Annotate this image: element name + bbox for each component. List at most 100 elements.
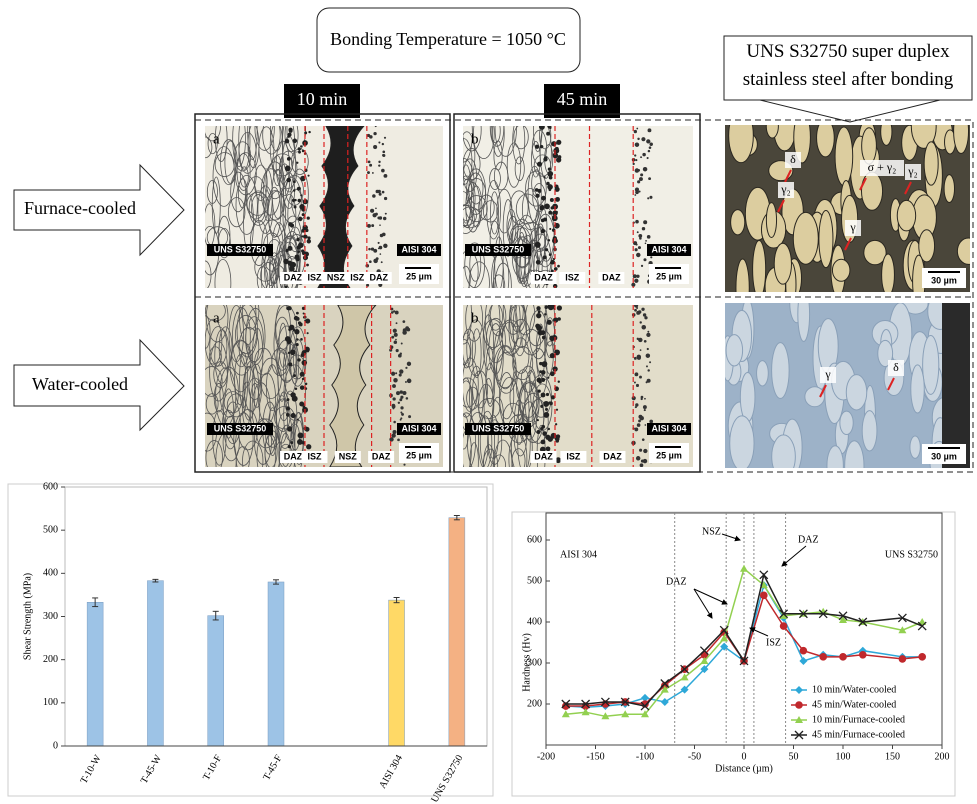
precipitate (376, 257, 379, 260)
annotation: AISI 304 (560, 549, 597, 560)
precipitate (369, 260, 372, 263)
y-tick-label: 0 (53, 740, 58, 751)
bar (147, 581, 163, 746)
weld-label: AISI 304 (401, 423, 436, 433)
grain (729, 109, 754, 163)
precipitate (375, 125, 377, 127)
precipitate (399, 369, 403, 373)
precipitate (549, 127, 552, 130)
phase-label: γ (824, 367, 831, 381)
precipitate (557, 265, 560, 268)
precipitate (548, 167, 551, 170)
grain (817, 119, 835, 157)
column-header-wrap: UNS S32750 super duplex stainless steel … (726, 38, 970, 98)
grain (882, 254, 895, 296)
y-tick-label: 100 (43, 697, 58, 708)
precipitate (293, 139, 298, 144)
precipitate (370, 209, 374, 213)
precipitate (635, 142, 640, 147)
precipitate (543, 217, 547, 221)
scale-label: 25 µm (656, 271, 682, 281)
base-label: UNS S32750 (472, 244, 525, 254)
precipitate (634, 357, 637, 360)
annotation: DAZ (666, 576, 687, 587)
precipitate (541, 393, 546, 398)
precipitate (536, 430, 540, 434)
precipitate (645, 240, 647, 242)
precipitate (539, 362, 542, 365)
zone-label: DAZ (372, 451, 391, 461)
precipitate (402, 330, 407, 335)
precipitate (640, 321, 642, 323)
precipitate (551, 141, 556, 146)
panel-letter: a (213, 131, 220, 147)
precipitate (289, 222, 293, 226)
legend-label: 10 min/Water-cooled (812, 684, 896, 695)
precipitate (391, 311, 394, 314)
precipitate (298, 217, 303, 222)
annotation: DAZ (798, 534, 819, 545)
precipitate (286, 306, 290, 310)
panel-letter: a (213, 310, 220, 326)
precipitate (376, 190, 379, 193)
precipitate (556, 458, 560, 462)
precipitate (403, 464, 405, 466)
precipitate (303, 312, 305, 314)
scale-label: 30 µm (931, 275, 957, 285)
grain (944, 175, 954, 203)
grain (923, 335, 939, 394)
zone-label: DAZ (602, 272, 621, 282)
precipitate (646, 139, 650, 143)
x-tick-label: 50 (789, 751, 799, 762)
precipitate (636, 311, 640, 315)
zone-label: DAZ (369, 272, 388, 282)
precipitate (368, 161, 371, 164)
precipitate (644, 409, 646, 411)
precipitate (371, 247, 374, 250)
precipitate (548, 428, 550, 430)
marker (899, 655, 907, 663)
precipitate (406, 397, 409, 400)
precipitate (548, 211, 552, 215)
precipitate (644, 316, 647, 319)
precipitate (642, 153, 645, 156)
precipitate (308, 131, 310, 133)
y-tick-label: 300 (43, 611, 58, 622)
grain (957, 238, 977, 264)
precipitate (634, 381, 636, 383)
precipitate (405, 367, 407, 369)
precipitate (647, 348, 649, 350)
grain (757, 361, 769, 386)
precipitate (641, 460, 644, 463)
precipitate (646, 381, 648, 383)
precipitate (293, 180, 296, 183)
precipitate (639, 376, 642, 379)
precipitate (637, 180, 640, 183)
precipitate (635, 220, 639, 224)
precipitate (287, 426, 292, 431)
precipitate (541, 229, 545, 233)
precipitate (635, 403, 638, 406)
phase-label: γ₂ (907, 164, 918, 178)
precipitate (294, 205, 297, 208)
precipitate (545, 408, 548, 411)
precipitate (541, 440, 546, 445)
figure: Bonding Temperature = 1050 °C 10 min 45 … (0, 0, 977, 804)
precipitate (301, 235, 303, 237)
precipitate (294, 329, 299, 334)
precipitate (300, 372, 305, 377)
precipitate (535, 188, 539, 192)
annotation: UNS S32750 (885, 549, 938, 560)
grain (774, 243, 791, 284)
precipitate (643, 258, 646, 261)
precipitate (400, 353, 402, 355)
precipitate (649, 146, 652, 149)
precipitate (373, 132, 376, 135)
grain (731, 210, 745, 235)
precipitate (638, 246, 641, 249)
marker (760, 592, 768, 600)
y-tick-label: 200 (527, 698, 542, 709)
precipitate (547, 377, 549, 379)
precipitate (392, 397, 395, 400)
bar (208, 616, 224, 746)
